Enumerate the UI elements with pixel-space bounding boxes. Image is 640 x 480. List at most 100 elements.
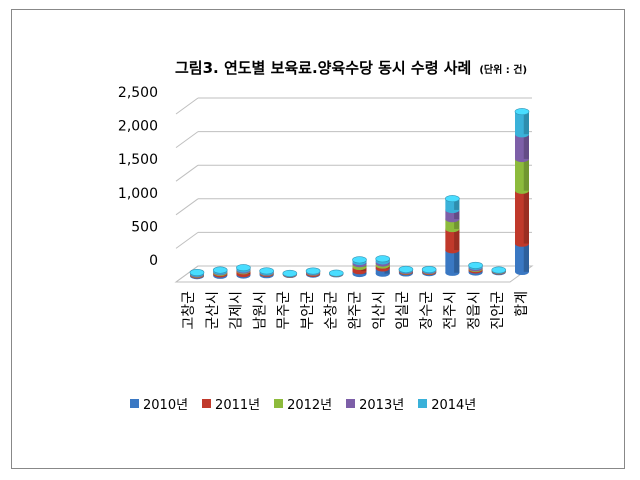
x-tick-label: 정읍시 <box>466 291 482 330</box>
bar-body <box>445 198 460 210</box>
x-tick-label: 고창군 <box>181 291 197 330</box>
x-tick-label: 부안군 <box>300 291 316 330</box>
bar-top <box>491 266 507 274</box>
bar-top <box>421 265 437 273</box>
legend-label: 2012년 <box>287 398 333 413</box>
bar-segment <box>445 219 460 233</box>
bar-top <box>212 266 228 274</box>
gridline-side <box>175 131 199 149</box>
bar-segment <box>515 190 529 247</box>
legend-swatch <box>274 399 284 408</box>
legend-swatch <box>346 399 356 408</box>
x-tick-label: 진안군 <box>490 291 506 330</box>
bar-shade <box>523 190 529 244</box>
bar-shade <box>384 268 390 274</box>
bar-top <box>514 108 530 116</box>
legend-label: 2013년 <box>359 398 405 413</box>
chart-unit: (단위 : 건) <box>479 65 528 76</box>
bar-segment <box>421 265 437 274</box>
y-tick-label: 0 <box>149 253 158 269</box>
legend-swatch <box>418 399 428 408</box>
bar-segment <box>445 228 460 254</box>
chart-title-text: 그림3. 연도별 보육료.양육수당 동시 수령 사례 <box>175 59 472 77</box>
x-tick-label: 순창군 <box>324 291 340 330</box>
chart-title: 그림3. 연도별 보육료.양육수당 동시 수령 사례 (단위 : 건) <box>175 57 527 78</box>
slide-frame <box>11 9 625 469</box>
bar-top <box>189 268 205 276</box>
bar-segment <box>515 134 529 163</box>
gridline-side <box>175 164 199 182</box>
bar-body <box>445 219 460 229</box>
x-tick-label: 합계 <box>514 291 530 317</box>
bar-segment <box>398 265 414 274</box>
bar-top <box>445 195 460 203</box>
bar-top <box>328 269 344 277</box>
bar-shade <box>454 198 460 210</box>
x-tick-label: 장수군 <box>419 291 435 330</box>
bar-segment <box>375 255 391 265</box>
bar-shade <box>454 250 460 273</box>
bar-segment <box>282 269 298 277</box>
x-tick-label: 익산시 <box>371 291 387 330</box>
chart-legend: 2010년 2011년 2012년 2013년 2014년 <box>130 394 476 413</box>
y-tick-label: 1,000 <box>118 186 158 202</box>
bar-segment <box>445 195 460 214</box>
bar-shade <box>523 243 529 272</box>
bar-segment <box>468 261 483 270</box>
bar-top <box>375 255 391 263</box>
y-tick-label: 500 <box>131 219 158 235</box>
bar-shade <box>454 228 460 251</box>
legend-label: 2014년 <box>431 398 477 413</box>
bar-top <box>468 261 483 269</box>
bar-segment <box>236 264 251 273</box>
x-tick-label: 남원시 <box>252 291 268 330</box>
bar-segment <box>352 256 367 266</box>
legend-item: 2012년 <box>274 394 332 413</box>
legend-label: 2010년 <box>143 398 189 413</box>
x-tick-label: 군산시 <box>205 291 221 330</box>
legend-item: 2010년 <box>130 394 188 413</box>
x-tick-label: 임실군 <box>395 291 411 330</box>
bar-segment <box>515 158 529 194</box>
bar-segment <box>445 209 460 223</box>
bar-top <box>259 267 274 275</box>
bar-body <box>445 209 460 220</box>
bar-segment <box>259 267 274 276</box>
bar-segment <box>212 266 228 275</box>
x-tick-label: 전주시 <box>443 291 459 330</box>
gridline-side <box>175 231 199 249</box>
y-tick-label: 2,000 <box>118 119 158 135</box>
gridline-side <box>175 97 199 115</box>
legend-swatch <box>202 399 212 408</box>
x-tick-label: 김제시 <box>229 291 245 330</box>
legend-item: 2014년 <box>418 394 476 413</box>
bar-top <box>282 269 298 277</box>
x-tick-label: 무주군 <box>276 291 292 330</box>
bar-segment <box>305 267 321 275</box>
bar-top <box>398 265 414 273</box>
bar-segment <box>491 266 507 274</box>
bar-top <box>236 264 251 272</box>
bar-segment <box>189 268 205 277</box>
bar-top <box>352 256 367 264</box>
legend-label: 2011년 <box>215 398 261 413</box>
bar-segment <box>445 250 460 276</box>
y-tick-label: 1,500 <box>118 152 158 168</box>
legend-item: 2013년 <box>346 394 404 413</box>
gridline-side <box>175 198 199 216</box>
y-tick-label: 2,500 <box>118 85 158 101</box>
bar-shade <box>523 158 529 191</box>
bar-shade <box>454 219 460 229</box>
bar-shade <box>523 134 529 159</box>
bar-segment <box>515 243 529 275</box>
legend-item: 2011년 <box>202 394 260 413</box>
legend-swatch <box>130 399 139 408</box>
bar-segment <box>514 108 530 138</box>
bar-top <box>305 267 321 275</box>
bar-segment <box>328 269 344 277</box>
bar-shade <box>523 111 529 135</box>
bar-shade <box>454 209 460 220</box>
x-tick-label: 완주군 <box>348 291 364 330</box>
